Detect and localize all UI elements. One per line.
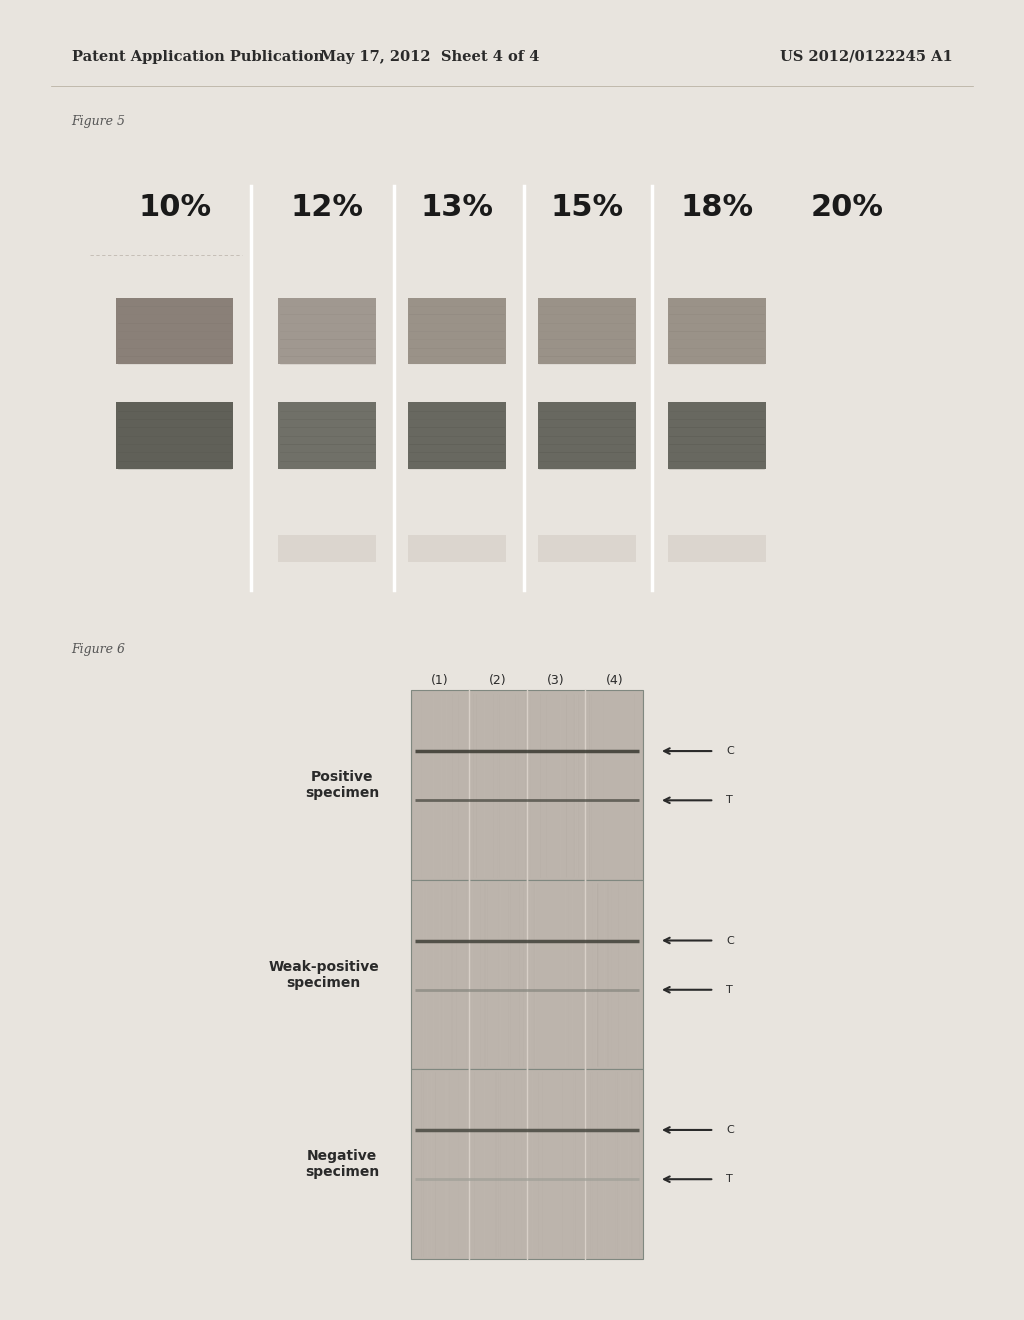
Bar bbox=[668, 536, 766, 561]
Text: 15%: 15% bbox=[550, 193, 624, 222]
Text: Negative
specimen: Negative specimen bbox=[305, 1148, 379, 1179]
Bar bbox=[668, 298, 766, 364]
Bar bbox=[408, 403, 506, 469]
Bar bbox=[538, 298, 636, 364]
Text: 20%: 20% bbox=[810, 193, 884, 222]
Text: C: C bbox=[726, 746, 734, 756]
Text: (4): (4) bbox=[605, 675, 623, 688]
Bar bbox=[411, 880, 643, 1069]
Bar bbox=[117, 298, 233, 364]
Text: T: T bbox=[726, 1175, 733, 1184]
Text: (2): (2) bbox=[489, 675, 507, 688]
Bar bbox=[117, 403, 233, 469]
Text: US 2012/0122245 A1: US 2012/0122245 A1 bbox=[779, 50, 952, 63]
Text: (1): (1) bbox=[431, 675, 449, 688]
Text: May 17, 2012  Sheet 4 of 4: May 17, 2012 Sheet 4 of 4 bbox=[321, 50, 540, 63]
Text: Figure 5: Figure 5 bbox=[72, 115, 126, 128]
Text: 10%: 10% bbox=[138, 193, 211, 222]
Text: Figure 6: Figure 6 bbox=[72, 643, 126, 656]
Text: (3): (3) bbox=[547, 675, 565, 688]
Text: C: C bbox=[726, 1125, 734, 1135]
Bar bbox=[411, 1069, 643, 1259]
Bar bbox=[278, 298, 377, 364]
Bar bbox=[408, 298, 506, 364]
Bar bbox=[278, 536, 377, 561]
Text: T: T bbox=[726, 985, 733, 995]
Bar bbox=[668, 403, 766, 469]
Bar bbox=[411, 690, 643, 880]
Bar bbox=[408, 536, 506, 561]
Text: Patent Application Publication: Patent Application Publication bbox=[72, 50, 324, 63]
Text: 13%: 13% bbox=[421, 193, 494, 222]
Text: 12%: 12% bbox=[291, 193, 364, 222]
Text: T: T bbox=[726, 796, 733, 805]
Bar bbox=[538, 536, 636, 561]
Bar bbox=[538, 403, 636, 469]
Text: Positive
specimen: Positive specimen bbox=[305, 770, 379, 800]
Text: Weak-positive
specimen: Weak-positive specimen bbox=[268, 960, 379, 990]
Text: 18%: 18% bbox=[680, 193, 754, 222]
Bar bbox=[278, 403, 377, 469]
Text: C: C bbox=[726, 936, 734, 945]
